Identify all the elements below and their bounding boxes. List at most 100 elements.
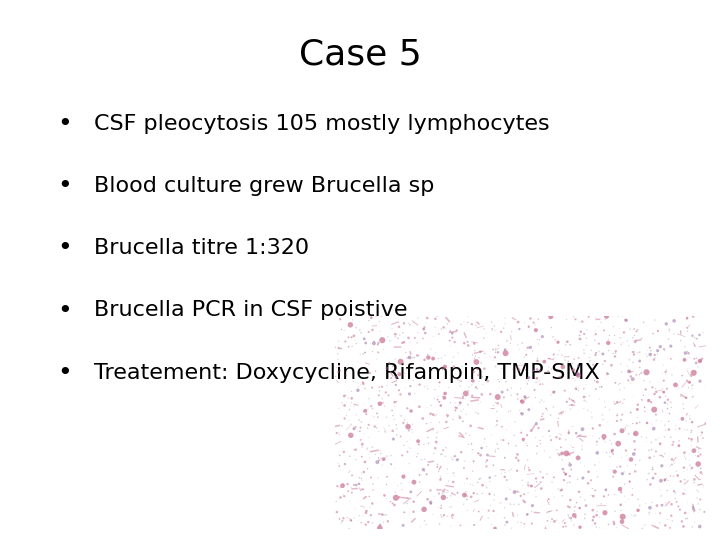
Point (414, 380, 426, 389)
Point (334, 315, 346, 323)
Point (350, 480, 361, 489)
Point (660, 521, 671, 530)
Point (366, 326, 378, 334)
Point (670, 381, 681, 389)
Point (369, 338, 380, 346)
Point (644, 454, 655, 462)
Point (625, 379, 636, 387)
Point (660, 426, 672, 435)
Point (665, 462, 676, 470)
Point (570, 502, 581, 511)
Point (333, 462, 345, 470)
Point (461, 495, 472, 504)
Point (440, 325, 451, 334)
Point (666, 460, 678, 469)
Point (430, 349, 441, 357)
Point (670, 494, 681, 503)
Point (590, 349, 602, 357)
Point (382, 333, 394, 341)
Point (647, 329, 659, 338)
Point (394, 370, 405, 379)
Point (533, 340, 544, 348)
Point (619, 480, 631, 488)
Point (370, 421, 382, 429)
Point (670, 467, 682, 476)
Point (608, 518, 619, 526)
Point (425, 500, 436, 508)
Point (460, 394, 472, 402)
Point (435, 474, 446, 483)
Point (663, 335, 675, 343)
Point (691, 486, 703, 495)
Point (408, 478, 420, 487)
Point (523, 322, 534, 331)
Point (428, 426, 439, 434)
Point (554, 451, 565, 460)
Point (546, 364, 557, 373)
Point (346, 387, 357, 396)
Point (378, 455, 390, 463)
Point (659, 421, 670, 429)
Point (504, 485, 516, 494)
Point (634, 501, 646, 510)
Point (395, 432, 406, 441)
Point (495, 436, 507, 444)
Text: Blood culture grew Brucella sp: Blood culture grew Brucella sp (94, 176, 434, 197)
Point (385, 451, 397, 460)
Point (520, 383, 531, 392)
Point (333, 404, 345, 413)
Point (446, 357, 458, 366)
Point (492, 399, 503, 408)
Point (379, 511, 390, 519)
Point (366, 383, 378, 392)
Point (606, 444, 618, 453)
Point (616, 340, 627, 348)
Point (489, 326, 500, 335)
Point (414, 470, 426, 479)
Point (630, 461, 642, 469)
Point (580, 341, 592, 349)
Point (567, 495, 578, 503)
Point (456, 390, 467, 399)
Point (364, 433, 375, 442)
Point (522, 380, 534, 389)
Point (548, 388, 559, 396)
Point (608, 397, 620, 406)
Point (390, 381, 402, 389)
Point (369, 450, 381, 459)
Point (435, 401, 446, 410)
Point (603, 520, 614, 529)
Point (433, 468, 445, 476)
Point (672, 502, 684, 511)
Point (608, 472, 619, 481)
Point (654, 509, 666, 517)
Point (382, 472, 393, 481)
Point (511, 467, 523, 475)
Point (399, 508, 410, 517)
Point (639, 365, 650, 374)
Point (433, 364, 444, 373)
Point (338, 480, 349, 489)
Point (382, 455, 393, 464)
Point (662, 395, 674, 404)
Point (435, 475, 446, 484)
Point (446, 329, 458, 338)
Point (465, 422, 477, 430)
Point (616, 427, 628, 435)
Point (492, 341, 504, 349)
Point (359, 348, 371, 357)
Point (399, 369, 410, 377)
Point (436, 488, 448, 497)
Point (380, 388, 392, 397)
Point (490, 446, 501, 454)
Point (617, 338, 629, 347)
Point (572, 454, 584, 462)
Point (374, 400, 386, 408)
Point (683, 434, 695, 443)
Point (352, 516, 364, 525)
Point (489, 322, 500, 330)
Point (625, 408, 636, 417)
Point (616, 469, 628, 478)
Point (583, 313, 595, 321)
Point (594, 458, 606, 467)
